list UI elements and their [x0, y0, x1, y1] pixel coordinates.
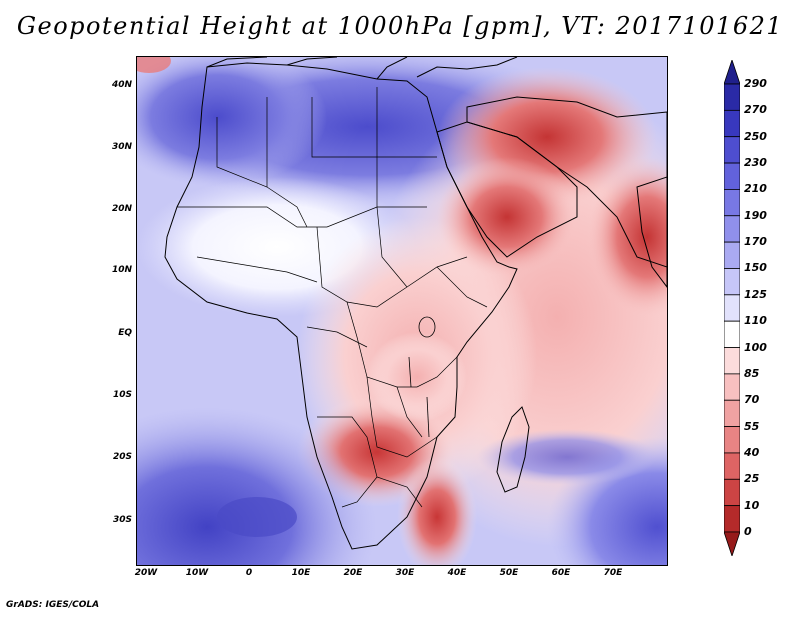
colorbar-box: [724, 294, 740, 322]
lon-tick-label: 20W: [134, 568, 158, 578]
coastlines: [164, 57, 667, 550]
lon-tick-label: 30E: [395, 568, 415, 578]
colorbar-level-label: 150: [744, 261, 767, 275]
lon-tick-label: 70E: [603, 568, 623, 578]
lon-tick-label: 0: [245, 568, 253, 578]
colorbar-level-label: 270: [744, 103, 767, 117]
field-atlantic-core: [217, 497, 297, 537]
lat-tick-label: 40N: [111, 80, 132, 90]
lon-tick-label: 40E: [447, 568, 467, 578]
colorbar-box: [724, 109, 740, 138]
colorbar-box: [724, 478, 740, 507]
lat-tick-label: 10S: [112, 390, 132, 400]
colorbar: [724, 60, 740, 556]
colorbar-box: [724, 452, 740, 480]
lat-tick-label: EQ: [118, 328, 132, 338]
colorbar-level-label: 25: [744, 472, 760, 486]
colorbar-box: [724, 241, 740, 269]
colorbar-box: [724, 399, 740, 427]
colorbar-level-label: 55: [744, 419, 760, 433]
colorbar-box: [724, 83, 740, 111]
colorbar-box: [724, 320, 740, 348]
colorbar-level-label: 210: [744, 182, 767, 196]
map-plot-area: [136, 56, 668, 566]
colorbar-box: [724, 136, 740, 164]
field-nw-blue: [137, 57, 327, 187]
field-arabia-red: [437, 157, 577, 277]
lat-tick-label: 30N: [111, 142, 132, 152]
lon-tick-label: 10W: [185, 568, 209, 578]
colorbar-box: [724, 268, 740, 296]
colorbar-level-label: 230: [744, 156, 767, 170]
colorbar-level-label: 40: [744, 445, 760, 459]
colorbar-box: [724, 426, 740, 454]
field-nw-red-tip: [137, 57, 171, 73]
geopotential-field: [137, 57, 667, 565]
colorbar-level-label: 250: [744, 129, 767, 143]
field-south-atlantic-blue: [137, 407, 377, 565]
grads-credit: GrADS: IGES/COLA: [6, 600, 100, 610]
colorbar-bottom-triangle: [724, 531, 740, 556]
colorbar-level-label: 85: [744, 366, 760, 380]
colorbar-box: [724, 189, 740, 217]
colorbar-level-label: 10: [744, 498, 760, 512]
map-title: Geopotential Height at 1000hPa [gpm], VT…: [16, 12, 784, 40]
colorbar-level-label: 170: [744, 235, 767, 249]
colorbar-level-label: 100: [744, 340, 767, 354]
colorbar-level-label: 125: [744, 287, 767, 301]
field-madagascar-blue: [477, 429, 657, 485]
colorbar-level-label: 70: [744, 393, 760, 407]
colorbar-box: [724, 215, 740, 243]
lakes: [408, 316, 436, 438]
lat-tick-label: 10N: [111, 265, 132, 275]
lon-tick-label: 50E: [499, 568, 519, 578]
colorbar-top-triangle: [724, 60, 740, 85]
lon-tick-label: 10E: [291, 568, 311, 578]
lat-tick-label: 20N: [111, 204, 132, 214]
colorbar-level-label: 0: [744, 525, 752, 538]
lat-tick-label: 30S: [112, 515, 132, 525]
lon-tick-label: 60E: [551, 568, 571, 578]
colorbar-box: [724, 162, 740, 190]
lat-tick-label: 20S: [112, 452, 132, 462]
colorbar-level-label: 110: [744, 314, 767, 328]
colorbar-box: [724, 505, 740, 533]
lon-tick-label: 20E: [343, 568, 363, 578]
colorbar-box: [724, 373, 740, 401]
colorbar-level-label: 290: [744, 77, 767, 90]
colorbar-level-label: 190: [744, 208, 767, 222]
field-east-africa-pink: [367, 332, 467, 422]
country-borders: [177, 87, 488, 508]
field-mozambique-red: [397, 457, 477, 565]
colorbar-box: [724, 347, 740, 375]
